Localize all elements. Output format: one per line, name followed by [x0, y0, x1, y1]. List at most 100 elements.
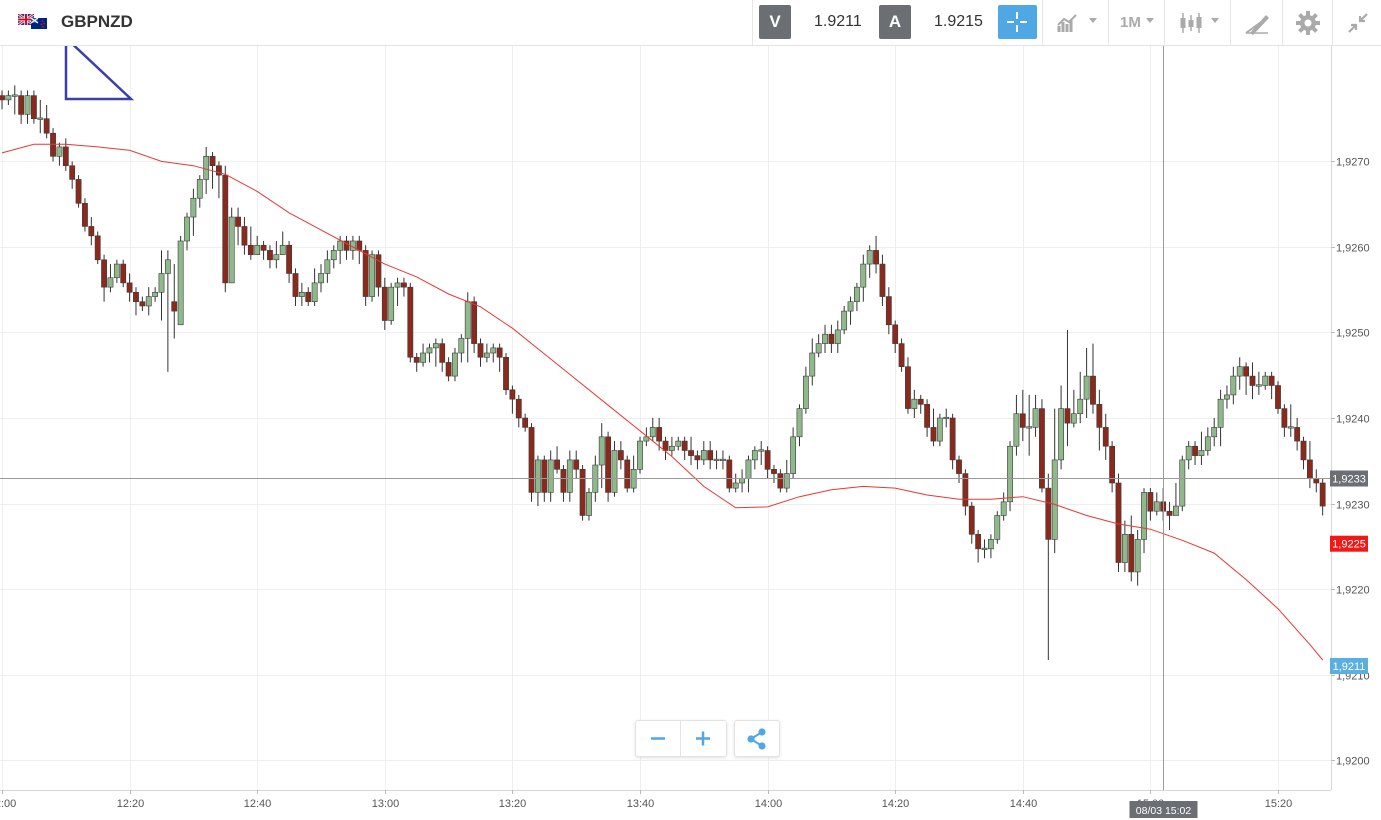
candle	[292, 268, 299, 306]
nz-flag-icon	[31, 18, 47, 29]
candle-body	[892, 324, 899, 344]
minus-icon	[651, 737, 665, 740]
candle	[1313, 469, 1320, 493]
candle	[37, 99, 44, 134]
buy-price-button[interactable]: A 1.9215	[873, 0, 994, 45]
candle-body	[254, 244, 261, 255]
candle-body	[177, 240, 184, 326]
candle	[605, 431, 611, 502]
candle-body	[522, 417, 529, 428]
candle-body	[1090, 375, 1096, 405]
candle-body	[458, 338, 465, 354]
zoom-in-button[interactable]	[681, 721, 725, 756]
candle	[145, 287, 152, 316]
price-chart[interactable]: 1,92001,92101,92201,92301,92401,92501,92…	[0, 46, 1381, 820]
chart-type-button[interactable]	[1164, 0, 1230, 45]
candle	[637, 436, 643, 474]
candle	[554, 446, 560, 474]
candle	[1109, 441, 1116, 493]
sell-price-button[interactable]: V 1.9211	[752, 0, 873, 45]
candle	[69, 161, 76, 189]
x-tick-label: 14:20	[882, 798, 910, 810]
candle-body	[209, 156, 216, 167]
candle-body	[841, 310, 848, 331]
candle-body	[822, 333, 828, 344]
candle-body	[1236, 366, 1243, 377]
collapse-button[interactable]	[1332, 0, 1381, 45]
candle	[1032, 394, 1039, 437]
candle	[656, 418, 663, 451]
candle	[1007, 441, 1013, 512]
candle	[802, 366, 809, 414]
candle	[898, 338, 905, 372]
candle-body	[726, 459, 733, 489]
candle	[1287, 404, 1294, 437]
candle-body	[1217, 398, 1224, 428]
candle-body	[681, 440, 688, 451]
candle	[739, 469, 745, 493]
candle	[649, 418, 656, 442]
candle-body	[509, 389, 516, 400]
candle	[1217, 389, 1224, 447]
candle-body	[815, 343, 822, 354]
settings-button[interactable]	[1282, 0, 1332, 45]
candle	[1224, 385, 1230, 409]
candle	[726, 455, 733, 493]
candle	[1121, 520, 1128, 572]
candle	[528, 423, 535, 502]
price-tag	[1330, 535, 1368, 552]
candle	[362, 245, 369, 306]
candle-body	[318, 273, 324, 284]
candle	[1249, 362, 1256, 400]
candle-body	[617, 450, 624, 461]
share-button[interactable]	[734, 720, 780, 757]
candle-body	[898, 343, 905, 367]
candle	[579, 465, 586, 521]
timeframe-selector[interactable]: 1M	[1108, 0, 1164, 45]
candle-body	[375, 254, 382, 288]
indicators-button[interactable]	[1042, 0, 1108, 45]
candle-body	[394, 282, 401, 288]
candle-body	[298, 291, 305, 297]
candle-body	[1045, 487, 1052, 540]
drawing-tools-button[interactable]	[1230, 0, 1282, 45]
candle	[120, 259, 127, 288]
candle-body	[1307, 459, 1313, 480]
candle-body	[1026, 426, 1033, 429]
candle	[5, 90, 12, 106]
candle-body	[126, 282, 133, 293]
x-tick-label: 12:00	[0, 798, 16, 810]
candle	[139, 296, 146, 312]
candle-body	[790, 436, 797, 474]
candle-body	[426, 347, 433, 354]
candle	[196, 175, 203, 208]
collapse-icon	[1348, 13, 1368, 33]
candle-body	[279, 244, 286, 255]
candle-body	[924, 404, 930, 428]
candle-body	[88, 226, 95, 237]
chevron-down-icon	[1211, 18, 1219, 23]
chart-indicators-icon	[1057, 14, 1077, 32]
candle	[152, 287, 159, 302]
candle-body	[649, 427, 656, 438]
chevron-down-icon	[1089, 18, 1097, 23]
zoom-out-button[interactable]	[636, 721, 680, 756]
candle	[1064, 329, 1071, 447]
candle-body	[854, 286, 860, 302]
crosshair-button[interactable]	[994, 0, 1042, 45]
crosshair-toggle[interactable]	[998, 5, 1037, 39]
candle-body	[0, 95, 5, 101]
candle	[1275, 381, 1281, 414]
candle-body	[286, 244, 292, 274]
candle	[1070, 389, 1077, 428]
candle	[1019, 389, 1026, 442]
candle-body	[439, 343, 446, 363]
candle	[777, 469, 784, 493]
candle-body	[1019, 413, 1026, 428]
candle	[841, 305, 848, 335]
candle-body	[1102, 427, 1109, 447]
candle-body	[1147, 492, 1154, 512]
candle	[388, 282, 395, 325]
candle-body	[1185, 445, 1192, 461]
plus-icon	[696, 731, 710, 746]
